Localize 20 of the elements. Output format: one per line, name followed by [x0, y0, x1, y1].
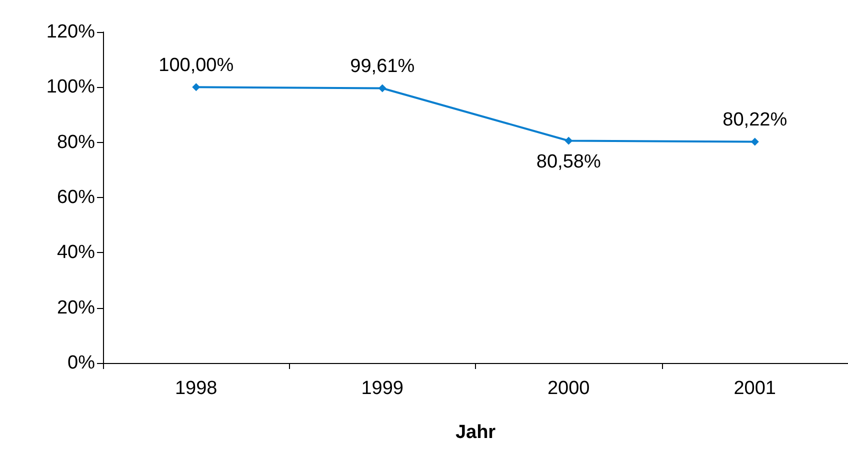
x-tick-label: 1998 — [174, 378, 218, 399]
x-tick-label: 1999 — [361, 378, 404, 399]
y-tick-label: 100% — [46, 76, 96, 98]
y-tick-label: 80% — [56, 132, 96, 153]
point — [564, 136, 573, 145]
data-label: 80,22% — [722, 110, 788, 131]
y-tick-label: 0% — [68, 352, 96, 374]
data-label: 99,61% — [350, 56, 415, 78]
y-tick-label: 120% — [46, 22, 96, 42]
x-axis-title: Jahr — [455, 422, 496, 443]
x-tick-label: 2001 — [734, 378, 776, 399]
point — [378, 84, 386, 92]
data-label: 80,58% — [536, 152, 601, 173]
x-tick-label: 2000 — [547, 378, 590, 399]
data-label: 100,00% — [158, 55, 234, 76]
y-tick-label: 20% — [56, 297, 96, 318]
y-tick-label: 40% — [56, 242, 96, 264]
point — [192, 83, 200, 92]
y-tick-label: 60% — [56, 187, 96, 208]
point — [750, 138, 759, 146]
